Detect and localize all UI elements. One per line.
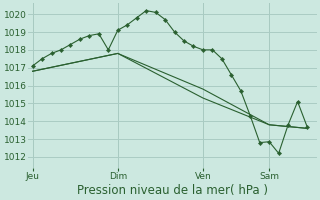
X-axis label: Pression niveau de la mer( hPa ): Pression niveau de la mer( hPa ) [77,184,268,197]
